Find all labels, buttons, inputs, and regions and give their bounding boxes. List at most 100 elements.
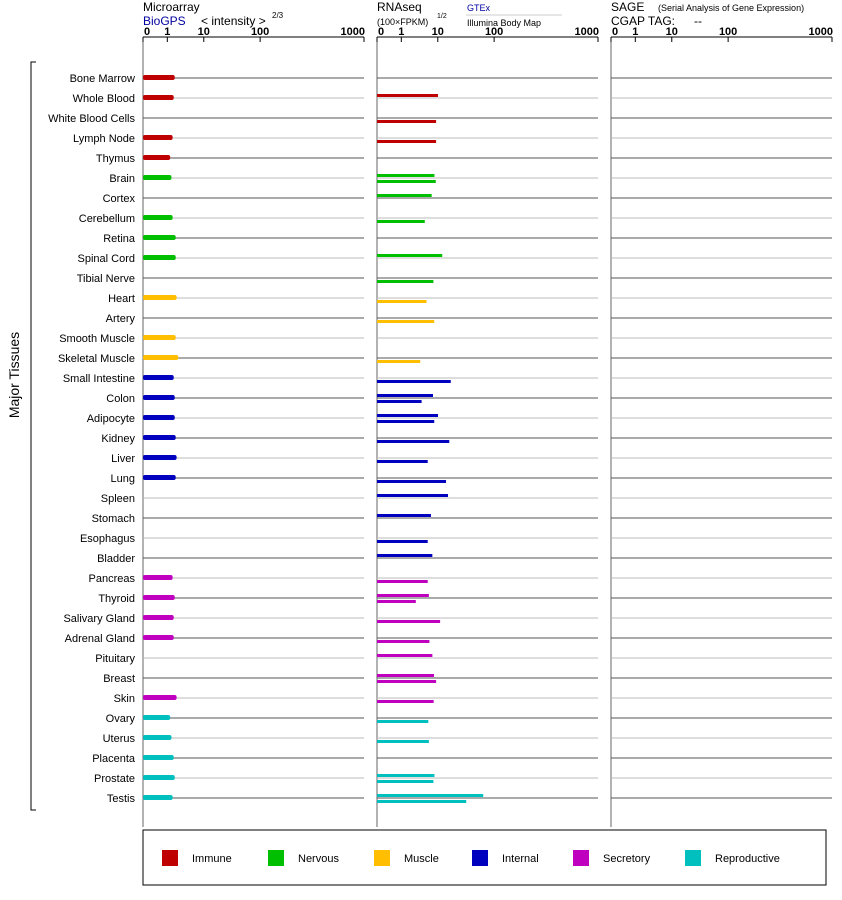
bar-illumina bbox=[377, 440, 450, 443]
microarray-tick-label: 0 bbox=[144, 26, 150, 38]
gtex-source-link[interactable]: GTEx bbox=[467, 3, 491, 13]
major-tissues-label: Major Tissues bbox=[6, 332, 22, 418]
tissue-label: Retina bbox=[103, 233, 136, 245]
tissue-label: Adrenal Gland bbox=[65, 633, 135, 645]
tissue-label: Salivary Gland bbox=[63, 613, 135, 625]
bar-gtex bbox=[377, 494, 449, 497]
bar-biogps bbox=[143, 795, 173, 800]
bar-illumina bbox=[377, 780, 434, 783]
cgap-tag-label: CGAP TAG: bbox=[611, 14, 675, 28]
rnaseq-tick-label: 1000 bbox=[575, 26, 599, 38]
bar-biogps bbox=[143, 475, 176, 480]
tissue-label: Breast bbox=[103, 673, 135, 685]
tissue-label: Lymph Node bbox=[73, 133, 135, 145]
bar-gtex bbox=[377, 774, 435, 777]
illumina-source-link[interactable]: Illumina Body Map bbox=[467, 18, 541, 28]
bar-gtex bbox=[377, 194, 432, 197]
bar-biogps bbox=[143, 75, 175, 80]
tissue-label: Cerebellum bbox=[79, 213, 135, 225]
bar-biogps bbox=[143, 155, 171, 160]
cgap-tag-value: -- bbox=[694, 14, 702, 28]
bar-illumina bbox=[377, 800, 467, 803]
bar-illumina bbox=[377, 360, 421, 363]
tissue-label: Cortex bbox=[103, 193, 136, 205]
bar-biogps bbox=[143, 95, 174, 100]
bar-biogps bbox=[143, 435, 176, 440]
bar-gtex bbox=[377, 254, 443, 257]
tissue-label: Liver bbox=[111, 453, 135, 465]
bar-illumina bbox=[377, 480, 447, 483]
panel-headers: Microarray BioGPS < intensity > 2/3 RNAs… bbox=[143, 0, 804, 28]
microarray-unit: < intensity > bbox=[201, 14, 266, 28]
tissue-label: Uterus bbox=[103, 733, 136, 745]
bar-gtex bbox=[377, 654, 433, 657]
bar-biogps bbox=[143, 695, 177, 700]
bar-illumina bbox=[377, 380, 451, 383]
tissue-label: Adipocyte bbox=[87, 413, 135, 425]
tissue-rows: Major Tissues Bone Marrow Whole Blood White… bbox=[6, 61, 832, 811]
microarray-tick-label: 1000 bbox=[341, 26, 365, 38]
tissue-label: Esophagus bbox=[80, 533, 136, 545]
bar-biogps bbox=[143, 775, 175, 780]
sage-tick-label: 0 bbox=[612, 26, 618, 38]
bar-gtex bbox=[377, 414, 439, 417]
tissue-label: Thymus bbox=[96, 153, 136, 165]
bar-gtex bbox=[377, 514, 431, 517]
legend-swatch-internal bbox=[472, 850, 488, 866]
bar-illumina bbox=[377, 120, 437, 123]
bar-illumina bbox=[377, 600, 416, 603]
tissue-label: Spinal Cord bbox=[78, 253, 135, 265]
rnaseq-tick-label: 0 bbox=[378, 26, 384, 38]
sage-title: SAGE bbox=[611, 0, 644, 14]
bar-illumina bbox=[377, 320, 435, 323]
tissue-label: Bladder bbox=[97, 553, 135, 565]
bar-gtex bbox=[377, 554, 433, 557]
bar-illumina bbox=[377, 540, 428, 543]
bar-biogps bbox=[143, 255, 176, 260]
rnaseq-tick-label: 100 bbox=[485, 26, 503, 38]
tissue-label: Artery bbox=[106, 313, 136, 325]
major-tissues-bracket bbox=[30, 61, 36, 811]
bar-biogps bbox=[143, 295, 177, 300]
bar-biogps bbox=[143, 175, 172, 180]
bar-illumina bbox=[377, 280, 434, 283]
legend-swatch-reproductive bbox=[685, 850, 701, 866]
bar-illumina bbox=[377, 460, 428, 463]
bar-biogps bbox=[143, 615, 174, 620]
sage-tick-label: 1 bbox=[632, 26, 638, 38]
bar-biogps bbox=[143, 135, 173, 140]
tissue-label: Thyroid bbox=[98, 593, 135, 605]
microarray-exponent: 2/3 bbox=[272, 11, 284, 20]
legend-swatch-muscle bbox=[374, 850, 390, 866]
bar-biogps bbox=[143, 355, 179, 360]
tissue-label: White Blood Cells bbox=[48, 113, 135, 125]
tissue-label: Pancreas bbox=[89, 573, 136, 585]
bar-biogps bbox=[143, 715, 171, 720]
bar-biogps bbox=[143, 735, 172, 740]
expression-bars bbox=[143, 75, 484, 803]
tissue-label: Smooth Muscle bbox=[59, 333, 135, 345]
bar-illumina bbox=[377, 700, 434, 703]
bar-gtex bbox=[377, 594, 429, 597]
tissue-label: Brain bbox=[109, 173, 135, 185]
bar-illumina bbox=[377, 400, 422, 403]
rnaseq-title: RNAseq bbox=[377, 0, 422, 14]
legend-label-nervous: Nervous bbox=[298, 853, 339, 865]
sage-tick-label: 100 bbox=[719, 26, 737, 38]
rnaseq-tick-label: 10 bbox=[432, 26, 444, 38]
bar-illumina bbox=[377, 720, 429, 723]
tissue-label: Ovary bbox=[106, 713, 136, 725]
sage-tick-label: 10 bbox=[666, 26, 678, 38]
microarray-tick-label: 100 bbox=[251, 26, 269, 38]
biogps-source-link[interactable]: BioGPS bbox=[143, 14, 186, 28]
microarray-title: Microarray bbox=[143, 0, 200, 14]
bar-illumina bbox=[377, 680, 437, 683]
bar-gtex bbox=[377, 394, 434, 397]
tissue-label: Colon bbox=[106, 393, 135, 405]
bar-biogps bbox=[143, 415, 175, 420]
bar-gtex bbox=[377, 174, 435, 177]
rnaseq-tick-label: 1 bbox=[398, 26, 404, 38]
microarray-tick-label: 1 bbox=[164, 26, 170, 38]
microarray-tick-label: 10 bbox=[198, 26, 210, 38]
bar-illumina bbox=[377, 180, 436, 183]
